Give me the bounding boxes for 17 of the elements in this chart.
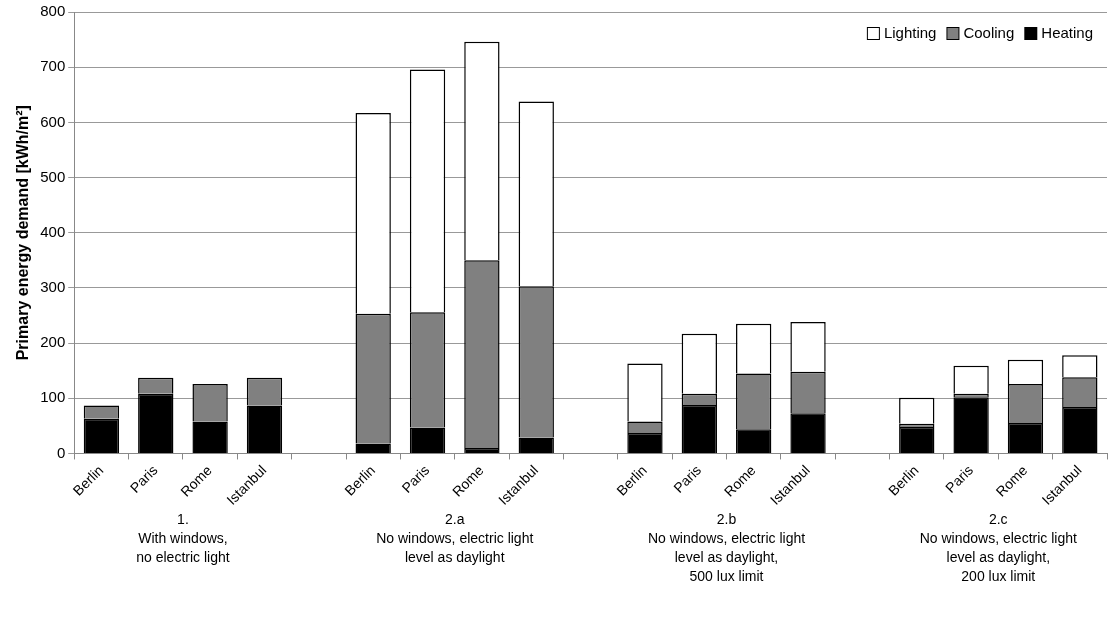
- y-tick-label: 800: [40, 2, 66, 20]
- y-axis-title: Primary energy demand [kWh/m²]: [14, 105, 32, 361]
- y-tick-label: 400: [40, 222, 66, 240]
- text: 2.c No windows, electric light level as daylight, 200 lux limit: [919, 510, 1077, 584]
- legend-label: Cooling: [963, 24, 1015, 42]
- text: 2.a No windows, electric light level as daylight: [376, 510, 534, 565]
- y-tick-label: 600: [40, 112, 66, 130]
- y-tick-label: 500: [40, 167, 66, 185]
- text: 2.b No windows, electric light level as daylight, 500 lux limit: [647, 510, 806, 584]
- text: 1. With windows, no electric light: [136, 510, 230, 565]
- y-tick-label: 300: [40, 278, 66, 296]
- legend-label: Lighting: [883, 24, 937, 42]
- y-tick-label: 700: [40, 57, 66, 75]
- legend-label: Heating: [1041, 24, 1093, 42]
- y-tick-label: 100: [40, 388, 66, 406]
- y-tick-label: 200: [40, 333, 66, 351]
- y-tick-label: 0: [56, 443, 66, 461]
